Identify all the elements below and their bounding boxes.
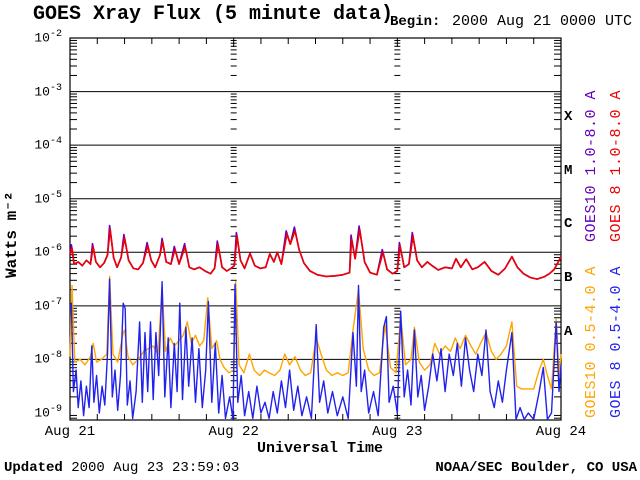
x-tick-label: Aug 22 — [208, 424, 259, 440]
y-tick-label: 10-2 — [34, 29, 62, 46]
y-tick-label: 10-4 — [34, 136, 62, 153]
y-tick-label: 10-3 — [34, 82, 62, 99]
updated-value: 2000 Aug 23 23:59:03 — [71, 460, 240, 476]
credit-text: NOAA/SEC Boulder, CO USA — [435, 460, 637, 476]
y-tick-label: 10-6 — [34, 243, 62, 260]
flare-class-a: A — [564, 323, 573, 340]
begin-value: 2000 Aug 21 0000 UTC — [452, 13, 633, 30]
x-axis-label: Universal Time — [256, 440, 384, 457]
flare-class-m: M — [564, 162, 573, 179]
series-goes-8-1-0-8-0-a — [69, 228, 562, 280]
y-axis-label: Watts m⁻² — [3, 191, 21, 279]
flare-class-x: X — [564, 109, 573, 126]
series-goes-8-0-5-4-0-a — [69, 278, 562, 421]
flare-class-b: B — [564, 270, 573, 287]
flare-class-c: C — [564, 216, 573, 233]
legend-goes10-short: GOES10 0.5-4.0 A — [583, 265, 600, 419]
y-tick-label: 10-7 — [34, 296, 62, 314]
x-tick-label: Aug 21 — [44, 424, 96, 440]
y-tick-label: 10-9 — [34, 403, 62, 421]
legend-goes8-short: GOES 8 0.5-4.0 A — [608, 265, 625, 419]
updated-label: Updated — [4, 460, 63, 476]
x-tick-label: Aug 23 — [372, 424, 423, 440]
x-tick-label: Aug 24 — [535, 424, 587, 440]
begin-label: Begin: — [390, 14, 441, 30]
legend-goes8-long: GOES 8 1.0-8.0 A — [608, 89, 625, 243]
chart-title: GOES Xray Flux (5 minute data) — [33, 3, 394, 26]
plot-frame — [69, 37, 562, 421]
y-tick-label: 10-5 — [34, 189, 62, 207]
legend-goes10-long: GOES10 1.0-8.0 A — [583, 89, 600, 243]
y-tick-label: 10-8 — [34, 350, 62, 367]
updated-timestamp: Updated 2000 Aug 23 23:59:03 — [4, 460, 239, 476]
